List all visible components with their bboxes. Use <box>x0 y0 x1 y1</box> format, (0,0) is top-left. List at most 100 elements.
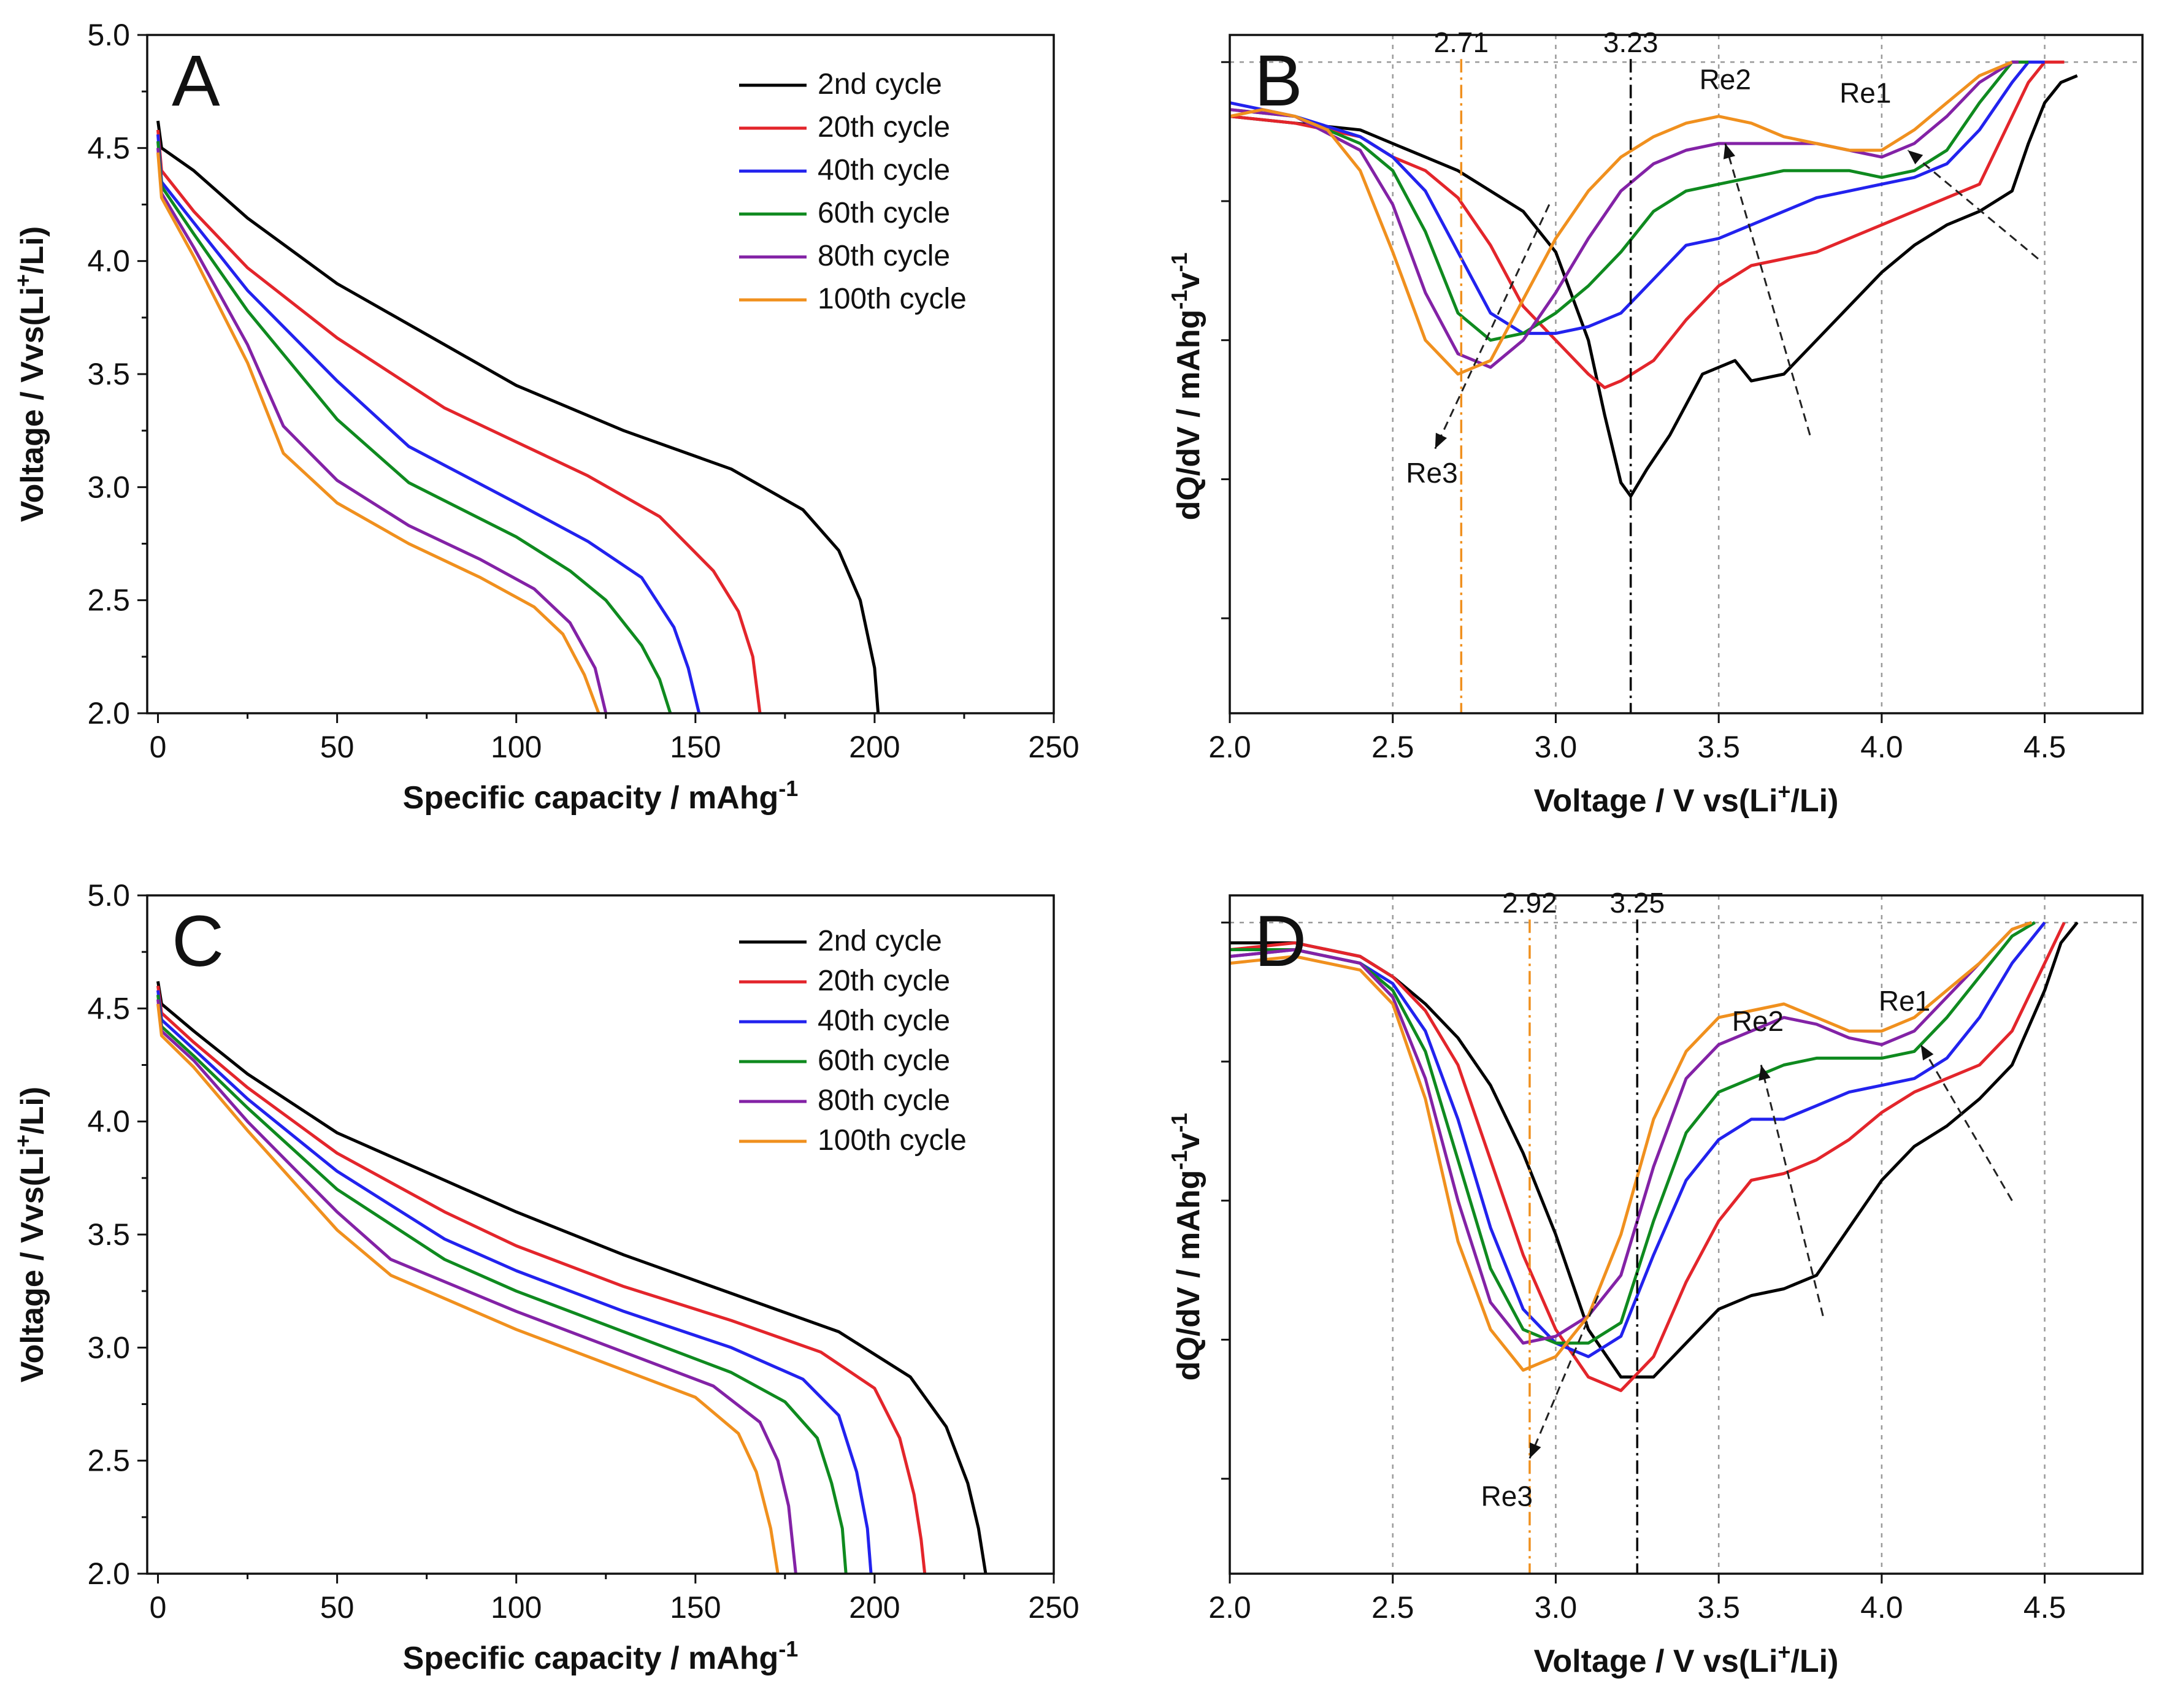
panel-c: 0 50 100 150 200 250 2.0 2.5 3.0 3.5 4.0 4.5 5.0 C 2nd… <box>10 878 1080 1676</box>
curve-40th-cycle <box>156 134 701 714</box>
x-axis-title-part-1: -1 <box>778 776 798 801</box>
curve-100th-cycle <box>1229 921 2033 1372</box>
x-tick-label: 3.0 <box>1535 730 1578 764</box>
y-axis-title-part-2: /Li) <box>15 1087 50 1135</box>
curve-100th-cycle <box>1229 60 2013 376</box>
curve-100th-cycle <box>156 152 600 714</box>
panel-a: 0 50 100 150 200 250 2.0 2.5 3.0 3.5 4.0 4.5 5.0 A 2nd… <box>10 18 1080 816</box>
y-axis-title: dQ/dV / mAhg-1v-1 <box>1167 1113 1207 1381</box>
legend: 2nd cycle 20th cycle 40th cycle 60th cycle 8… <box>739 925 967 1157</box>
legend-label: 60th cycle <box>818 197 950 229</box>
annotation-arrowhead <box>1759 1065 1771 1081</box>
marker-label: 2.71 <box>1434 26 1489 58</box>
y-axis-title-part-0: Voltage / Vvs(Li <box>15 1147 50 1382</box>
annotation-label-re2: Re2 <box>1700 63 1751 95</box>
x-tick-label: 250 <box>1028 1590 1079 1625</box>
legend-label: 100th cycle <box>818 283 967 315</box>
legend-label: 20th cycle <box>818 111 950 144</box>
x-tick-label: 3.0 <box>1535 1590 1578 1625</box>
y-tick-label: 4.5 <box>87 991 130 1025</box>
curve-20th-cycle <box>1229 60 2065 389</box>
legend: 2nd cycle 20th cycle 40th cycle 60th cycle 8… <box>739 68 967 315</box>
annotation-label-re3: Re3 <box>1481 1480 1533 1512</box>
x-tick-label: 3.5 <box>1697 730 1740 764</box>
marker-label: 3.23 <box>1603 26 1659 58</box>
y-axis-title-part-2: /Li) <box>15 226 50 274</box>
annotation-label-re3: Re3 <box>1406 457 1457 489</box>
plot-frame <box>1229 34 2144 714</box>
annotation-label-re1: Re1 <box>1839 77 1891 109</box>
y-tick-label: 2.0 <box>87 1557 130 1591</box>
y-axis-title: Voltage / Vvs(Li+/Li) <box>10 226 51 522</box>
x-tick-label: 200 <box>849 1590 900 1625</box>
y-tick-label: 4.0 <box>87 1105 130 1139</box>
x-axis-title-part-0: Specific capacity / mAhg <box>403 780 779 816</box>
x-axis-title-part-1: -1 <box>778 1636 798 1661</box>
panel-letter: B <box>1254 40 1303 121</box>
legend-label: 80th cycle <box>818 1084 950 1117</box>
panel-letter: D <box>1254 901 1306 982</box>
curve-2nd-cycle <box>1229 74 2078 498</box>
plot-frame <box>1229 894 2144 1575</box>
x-axis-title-part-2: /Li) <box>1790 1644 1838 1679</box>
x-tick-label: 0 <box>150 1590 167 1625</box>
y-tick-label: 3.5 <box>87 357 130 391</box>
curve-2nd-cycle <box>156 981 988 1574</box>
annotation-arrowhead <box>1723 143 1736 159</box>
curve-40th-cycle <box>1229 60 2045 335</box>
x-axis-title: Specific capacity / mAhg-1 <box>403 776 799 816</box>
x-axis-title: Voltage / V vs(Li+/Li) <box>1534 779 1839 819</box>
curve-40th-cycle <box>156 990 873 1574</box>
panel-d: 2.0 2.5 3.0 3.5 4.0 4.5 2.92 3.25 Re1 Re2 Re3 D Volt… <box>1167 887 2144 1680</box>
plot-frame <box>146 894 1055 1575</box>
x-tick-label: 2.5 <box>1371 730 1414 764</box>
y-axis-title-part-0: dQ/dV / mAhg <box>1171 1170 1206 1381</box>
x-axis-title-part-2: /Li) <box>1790 783 1838 819</box>
x-tick-label: 150 <box>670 1590 721 1625</box>
curve-2nd-cycle <box>156 120 880 714</box>
x-axis-title-part-1: + <box>1778 779 1790 804</box>
annotation-arrow <box>1434 204 1551 450</box>
y-tick-label: 4.5 <box>87 131 130 165</box>
x-axis-title-part-0: Voltage / V vs(Li <box>1534 783 1778 819</box>
y-tick-label: 3.0 <box>87 1330 130 1365</box>
legend-label: 100th cycle <box>818 1124 967 1157</box>
y-axis-title: Voltage / Vvs(Li+/Li) <box>10 1087 51 1382</box>
annotation-arrow <box>1760 1065 1824 1317</box>
curve-40th-cycle <box>1229 921 2046 1358</box>
y-axis-title-part-2: v <box>1171 1133 1206 1151</box>
x-axis-title-part-1: + <box>1778 1639 1790 1664</box>
marker-label: 2.92 <box>1502 887 1557 919</box>
x-tick-label: 4.0 <box>1860 730 1903 764</box>
legend-label: 2nd cycle <box>818 68 942 101</box>
y-axis-title-part-1: + <box>10 1135 36 1147</box>
x-tick-label: 250 <box>1028 730 1079 764</box>
panel-letter: A <box>172 40 220 121</box>
annotation-arrow <box>1724 143 1811 435</box>
x-axis-title: Specific capacity / mAhg-1 <box>403 1636 799 1677</box>
x-axis-title: Voltage / V vs(Li+/Li) <box>1534 1639 1839 1680</box>
legend-label: 20th cycle <box>818 965 950 997</box>
legend-label: 40th cycle <box>818 154 950 186</box>
x-axis-title-part-0: Voltage / V vs(Li <box>1534 1644 1778 1679</box>
curve-60th-cycle <box>156 141 672 714</box>
x-tick-label: 200 <box>849 730 900 764</box>
y-axis-title-part-2: v <box>1171 272 1206 290</box>
annotation-arrowhead <box>1435 432 1448 449</box>
curve-20th-cycle <box>156 986 927 1574</box>
y-tick-label: 4.0 <box>87 244 130 278</box>
y-tick-label: 5.0 <box>87 878 130 913</box>
x-tick-label: 100 <box>491 730 542 764</box>
curve-60th-cycle <box>156 994 848 1574</box>
curve-2nd-cycle <box>1230 921 2079 1379</box>
y-axis-title-part-1: -1 <box>1167 1151 1192 1170</box>
x-tick-label: 2.0 <box>1208 1590 1251 1625</box>
y-axis-title-part-1: -1 <box>1167 290 1192 310</box>
x-tick-label: 4.5 <box>2023 1590 2066 1625</box>
curve-80th-cycle <box>1229 921 2033 1345</box>
y-tick-label: 3.5 <box>87 1217 130 1252</box>
y-tick-label: 2.0 <box>87 696 130 730</box>
x-tick-label: 4.5 <box>2023 730 2066 764</box>
x-tick-label: 2.5 <box>1371 1590 1414 1625</box>
